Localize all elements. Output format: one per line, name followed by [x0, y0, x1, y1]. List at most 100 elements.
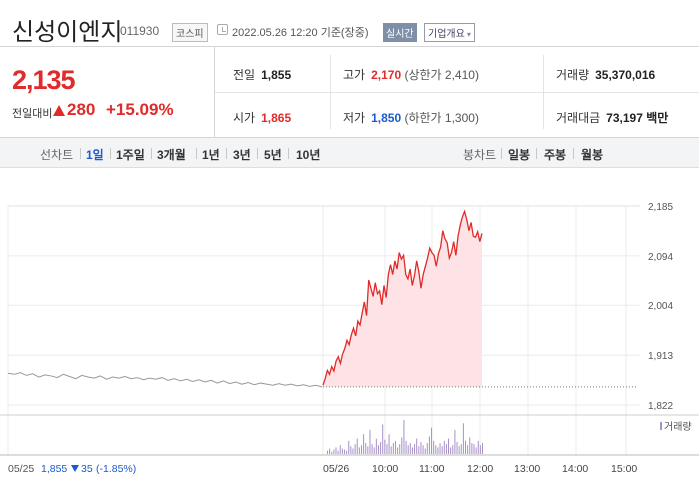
tab-3m[interactable]: 3개월: [157, 148, 186, 162]
x-tick-label: 05/26: [323, 463, 349, 475]
stat-label: 고가: [343, 68, 366, 82]
stat-unit: 백만: [646, 111, 669, 125]
volume-bar: [331, 451, 333, 454]
stat-value: 1,865: [261, 111, 292, 125]
x-tick-label: 10:00: [372, 463, 398, 475]
volume-bar: [384, 439, 386, 454]
stat-value: 2,170: [371, 68, 402, 82]
y-tick-label: 2,185: [648, 202, 673, 213]
volume-bar: [456, 441, 458, 454]
volume-bar: [352, 448, 354, 454]
volume-bar: [439, 443, 441, 454]
x-tick-label: 13:00: [514, 463, 540, 475]
prev-day-price-line: [7, 372, 323, 388]
prev-day-date: 05/25: [8, 463, 34, 475]
stat-value: 35,370,016: [595, 68, 656, 82]
volume-bar: [363, 434, 365, 454]
volume-bar: [354, 444, 356, 454]
change-value: 280: [67, 100, 96, 119]
stat-label: 전일: [233, 68, 256, 82]
volume-bar: [467, 445, 469, 454]
volume-bar: [337, 450, 339, 454]
stat-label: 거래량: [556, 68, 590, 82]
volume-bar: [373, 447, 375, 454]
volume-bar: [428, 436, 430, 454]
current-price-box: 2,135 전일대비 280 +15.09%: [0, 47, 215, 137]
volume-bar: [462, 423, 464, 454]
volume-bar: [343, 449, 345, 454]
tab-divider: [257, 148, 258, 159]
stat-open: 시가 1,865: [233, 109, 291, 126]
tab-3y[interactable]: 3년: [233, 148, 251, 162]
volume-bar: [426, 443, 428, 454]
stats-divider: [215, 92, 699, 93]
tab-divider: [536, 148, 537, 159]
volume-bar: [460, 444, 462, 454]
prev-day-change: 35: [81, 463, 93, 475]
tab-divider: [80, 148, 81, 159]
vs-prev-label: 전일대비: [12, 108, 53, 120]
volume-bar: [452, 445, 454, 454]
tab-1d[interactable]: 1일: [86, 148, 104, 162]
stat-volume: 거래량 35,370,016: [556, 66, 655, 83]
tab-daily-candle[interactable]: 일봉: [508, 148, 531, 162]
volume-bar: [367, 446, 369, 454]
volume-bar: [407, 445, 409, 454]
stock-code: 011930: [120, 24, 160, 38]
tab-1w[interactable]: 1주일: [116, 148, 145, 162]
tab-divider: [573, 148, 574, 159]
timestamp: 2022.05.26 12:20 기준(장중): [232, 27, 369, 39]
y-tick-label: 1,913: [648, 351, 673, 362]
volume-bar: [348, 440, 350, 454]
tab-5y[interactable]: 5년: [264, 148, 282, 162]
volume-bar: [414, 444, 416, 454]
volume-bar: [431, 427, 433, 454]
stat-label: 저가: [343, 111, 366, 125]
volume-bar: [360, 445, 362, 454]
volume-bar: [411, 447, 413, 454]
volume-bar: [386, 444, 388, 454]
stat-label: 거래대금: [556, 111, 601, 125]
volume-bar: [380, 441, 382, 454]
tab-monthly-candle[interactable]: 월봉: [581, 148, 604, 162]
price-panel: 2,135 전일대비 280 +15.09% 전일 1,855 고가 2,170 (…: [0, 46, 699, 138]
volume-bar: [392, 443, 394, 454]
volume-bar: [388, 434, 390, 454]
tab-weekly-candle[interactable]: 주봉: [544, 148, 567, 162]
company-info-button[interactable]: 기업개요 ▾: [424, 23, 475, 42]
volume-bar: [475, 447, 477, 454]
current-price: 2,135: [12, 65, 76, 95]
volume-bar: [409, 443, 411, 454]
volume-bar: [397, 447, 399, 454]
volume-bar: [339, 445, 341, 454]
volume-bar: [433, 440, 435, 454]
tab-10y[interactable]: 10년: [296, 148, 321, 162]
y-tick-label: 1,822: [648, 401, 673, 412]
volume-bar: [390, 446, 392, 454]
prev-day-change-pct: (-1.85%): [96, 463, 136, 475]
volume-bar: [418, 446, 420, 454]
volume-bar: [356, 438, 358, 454]
y-axis-labels: 2,185 2,094 2,004 1,913 1,822: [648, 202, 673, 412]
today-price-area: [323, 211, 482, 387]
volume-bar: [382, 424, 384, 454]
volume-bar: [369, 429, 371, 454]
tab-divider: [288, 148, 289, 159]
volume-bar: [405, 440, 407, 454]
volume-bar: [482, 443, 483, 454]
volume-bar: [346, 450, 348, 454]
realtime-button[interactable]: 실시간: [383, 23, 417, 42]
volume-bar: [422, 445, 424, 454]
tab-divider: [501, 148, 502, 159]
upper-limit: (상한가 2,410): [404, 68, 479, 82]
stat-low: 저가 1,850 (하한가 1,300): [343, 109, 479, 126]
stock-name: 신성이엔지: [12, 18, 123, 46]
volume-bar: [341, 448, 343, 454]
tab-divider: [110, 148, 111, 159]
chart-grid: [7, 205, 640, 455]
stat-high: 고가 2,170 (상한가 2,410): [343, 66, 479, 83]
market-badge: 코스피: [172, 23, 208, 42]
volume-bar: [350, 446, 352, 454]
tab-1y[interactable]: 1년: [202, 148, 220, 162]
chart-period-tabs: 선차트 1일 1주일 3개월 1년 3년 5년 10년 봉차트 일봉 주봉 월봉: [0, 138, 699, 168]
